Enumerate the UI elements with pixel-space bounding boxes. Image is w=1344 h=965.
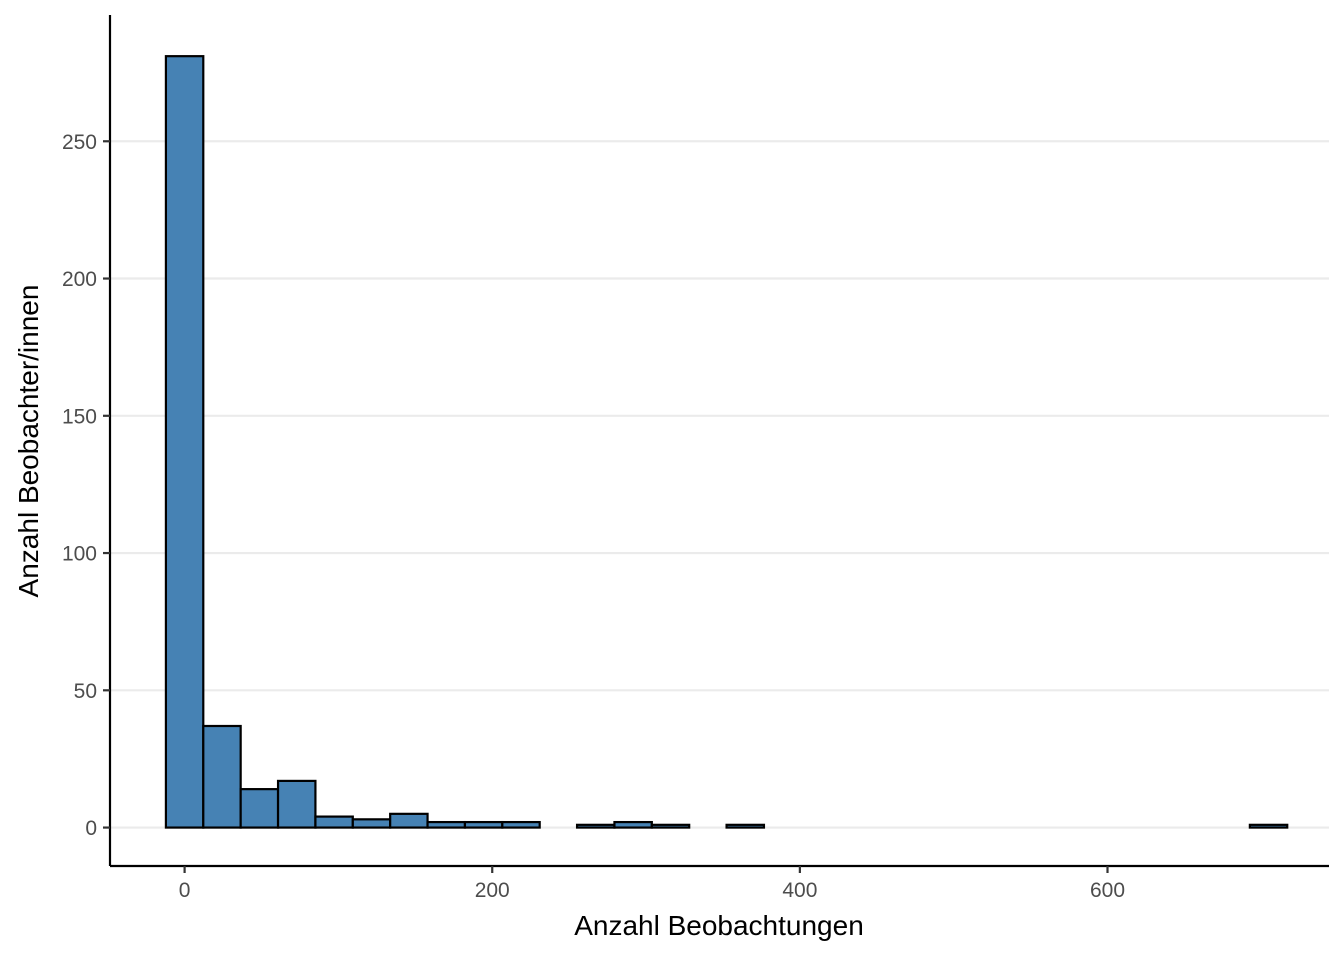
histogram-bar [501,820,541,829]
y-tick-label: 50 [74,680,97,703]
histogram-bar [389,812,429,829]
y-tick-label: 0 [85,817,97,840]
x-tick-label: 600 [1090,879,1125,902]
x-tick-label: 200 [475,879,510,902]
x-tick-label: 0 [179,879,191,902]
histogram-bar [725,823,766,829]
histogram-bar [351,818,392,829]
histogram-bar [613,820,653,829]
histogram-bar [650,823,691,829]
bars-layer [164,55,1289,829]
histogram-bar [202,724,242,829]
histogram-bar [164,55,205,829]
axes-layer: 0 50 100 150 200 250 0 200 400 600 [62,15,1329,902]
histogram-bar [276,779,317,829]
y-axis-title: Anzahl Beobachter/innen [13,285,44,598]
histogram-bar [575,823,616,829]
y-tick-label: 250 [62,131,97,154]
x-axis-title: Anzahl Beobachtungen [574,910,864,941]
y-tick-label: 150 [62,405,97,428]
y-tick-label: 200 [62,268,97,291]
y-tick-label: 100 [62,543,97,566]
histogram-bar [314,815,354,829]
grid-layer [110,140,1329,829]
histogram-bar [463,820,504,829]
histogram-bar [239,788,280,829]
x-tick-label: 400 [782,879,817,902]
histogram-bar [426,820,467,829]
histogram-bar [1248,823,1289,829]
